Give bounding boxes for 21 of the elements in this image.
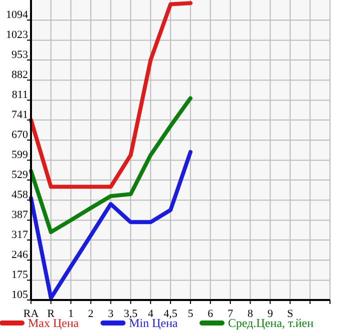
y-tick-label: 953: [12, 48, 28, 61]
y-tick-label: 599: [12, 148, 28, 161]
y-tick-label: 1023: [6, 28, 28, 41]
y-tick-label: 529: [12, 168, 28, 181]
y-tick-label: 458: [12, 188, 28, 201]
y-tick-label: 670: [12, 128, 28, 141]
y-tick-label: 317: [12, 228, 28, 241]
y-tick-label: 882: [12, 68, 28, 81]
x-tick-label: 4,5: [164, 308, 178, 320]
y-tick-label: 811: [12, 88, 28, 101]
x-tick-label: 6: [208, 308, 214, 320]
y-tick-label: 246: [12, 248, 28, 261]
x-tick-label: 2: [88, 308, 94, 320]
y-tick-label: 387: [12, 208, 28, 221]
y-tick-label: 105: [12, 288, 28, 301]
x-tick-label: 4: [148, 308, 154, 320]
x-tick-label: 3: [108, 308, 114, 320]
y-tick-label: 175: [12, 268, 28, 281]
y-tick-label: 741: [12, 108, 28, 121]
y-tick-label: 1094: [6, 8, 28, 21]
x-tick-label: 5: [188, 308, 194, 320]
